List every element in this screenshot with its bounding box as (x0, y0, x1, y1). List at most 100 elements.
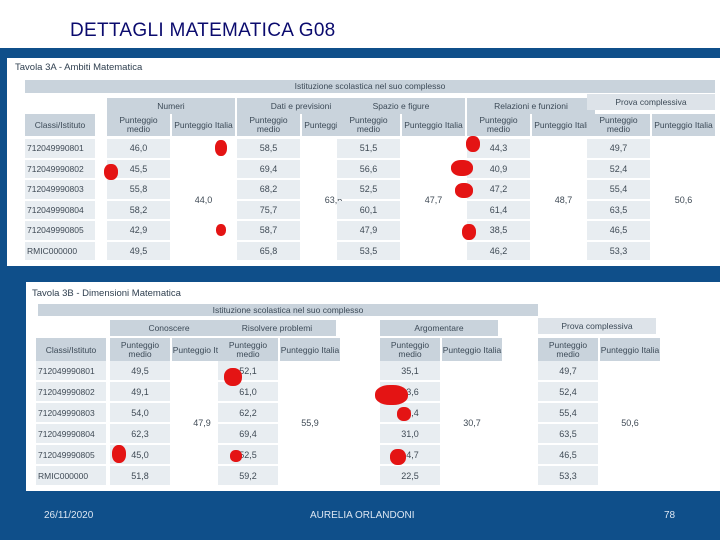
table_b-value-cell: 35,1 (380, 361, 440, 380)
table_b-value-cell: 49,5 (110, 361, 170, 380)
table_a-value-cell: 38,5 (467, 221, 530, 240)
table_a-value-cell: 60,1 (337, 200, 400, 219)
table_b-value-cell: 62,2 (218, 403, 278, 422)
table_a-class-id: 712049990804 (25, 200, 95, 219)
table_a-subheader-classi: Classi/Istituto (25, 114, 95, 136)
table_b-italia-cell: 30,7 (442, 361, 502, 485)
table_a-value-cell: 65,8 (237, 241, 300, 260)
table_a-class-id: 712049990803 (25, 180, 95, 199)
table-a-panel: Tavola 3A - Ambiti Matematica Istituzion… (7, 58, 720, 266)
table_b-value-cell: 54,0 (110, 403, 170, 422)
table_b-subheader-italia: Punteggio Italia (280, 338, 340, 362)
table_a-class-id: RMIC000000 (25, 241, 95, 260)
table_a-value-cell: 46,0 (107, 139, 170, 158)
red-marker (224, 368, 242, 386)
table_a-value-cell: 47,2 (467, 180, 530, 199)
table-b-caption: Tavola 3B - Dimensioni Matematica (32, 288, 181, 299)
table_a-class-id: 712049990802 (25, 159, 95, 178)
table_a-subheader-italia: Punteggio Italia (402, 114, 465, 136)
table_a-value-cell: 49,7 (587, 139, 650, 158)
table_a-class-id: 712049990805 (25, 221, 95, 240)
red-marker (397, 407, 411, 421)
table_a-value-cell: 55,4 (587, 180, 650, 199)
red-marker (375, 385, 408, 405)
table_a-group-header: Relazioni e funzioni (467, 98, 595, 114)
red-marker (112, 445, 126, 463)
table_a-subheader-italia: Punteggio Italia (532, 114, 595, 136)
table_a-group-header: Spazio e figure (337, 98, 465, 114)
table-a-caption: Tavola 3A - Ambiti Matematica (15, 62, 143, 73)
table_a-value-cell: 40,9 (467, 159, 530, 178)
table_b-class-id: 712049990805 (36, 445, 106, 464)
table_b-italia-cell: 50,6 (600, 361, 660, 485)
table_b-subheader-medio: Punteggio medio (218, 338, 278, 362)
red-marker (104, 164, 118, 180)
table_a-value-cell: 63,5 (587, 200, 650, 219)
table_a-group-header: Dati e previsioni (237, 98, 365, 114)
red-marker (466, 136, 480, 152)
table_a-italia-cell: 50,6 (652, 139, 715, 260)
table_a-subheader-medio: Punteggio medio (587, 114, 650, 136)
table_a-value-cell: 42,9 (107, 221, 170, 240)
table_b-italia-cell: 55,9 (280, 361, 340, 485)
table_b-value-cell: 51,8 (110, 466, 170, 485)
table_a-value-cell: 44,3 (467, 139, 530, 158)
table_a-value-cell: 52,5 (337, 180, 400, 199)
table_a-value-cell: 46,5 (587, 221, 650, 240)
red-marker (455, 183, 473, 198)
table_b-group-header: Prova complessiva (538, 318, 656, 334)
table_a-super-header: Istituzione scolastica nel suo complesso (25, 80, 715, 93)
table_b-value-cell: 22,5 (380, 466, 440, 485)
table_a-subheader-italia: Punteggio Italia (652, 114, 715, 136)
table_b-value-cell: 52,5 (218, 445, 278, 464)
table_a-group-header: Prova complessiva (587, 94, 715, 110)
table_b-group-header: Risolvere problemi (218, 320, 336, 336)
table_a-value-cell: 53,3 (587, 241, 650, 260)
table_a-subheader-medio: Punteggio medio (467, 114, 530, 136)
table_b-value-cell: 49,1 (110, 382, 170, 401)
table_a-value-cell: 58,2 (107, 200, 170, 219)
table_a-value-cell: 55,8 (107, 180, 170, 199)
table_b-subheader-medio: Punteggio medio (538, 338, 598, 362)
table_b-value-cell: 53,3 (538, 466, 598, 485)
table_b-subheader-italia: Punteggio Italia (600, 338, 660, 362)
table_a-subheader-medio: Punteggio medio (337, 114, 400, 136)
table_a-value-cell: 52,4 (587, 159, 650, 178)
table_b-super-header: Istituzione scolastica nel suo complesso (38, 304, 538, 316)
table_b-value-cell: 49,7 (538, 361, 598, 380)
table-b-panel: Tavola 3B - Dimensioni Matematica Istitu… (26, 282, 720, 491)
table_a-subheader-medio: Punteggio medio (107, 114, 170, 136)
table_b-group-header: Argomentare (380, 320, 498, 336)
table_a-subheader-italia: Punteggio Italia (172, 114, 235, 136)
table_a-value-cell: 69,4 (237, 159, 300, 178)
table_a-italia-cell: 48,7 (532, 139, 595, 260)
footer-date: 26/11/2020 (44, 510, 94, 521)
table_a-value-cell: 56,6 (337, 159, 400, 178)
table_b-value-cell: 69,4 (218, 424, 278, 443)
red-marker (216, 224, 226, 236)
table_a-italia-cell: 63,6 (302, 139, 365, 260)
table_a-value-cell: 51,5 (337, 139, 400, 158)
table_a-value-cell: 58,5 (237, 139, 300, 158)
slide-title: DETTAGLI MATEMATICA G08 (70, 20, 336, 41)
footer-author: AURELIA ORLANDONI (310, 510, 415, 521)
table_b-value-cell: 46,5 (538, 445, 598, 464)
footer-page-number: 78 (664, 510, 676, 521)
red-marker (462, 224, 476, 240)
table_a-value-cell: 45,5 (107, 159, 170, 178)
table_b-group-header: Conoscere (110, 320, 228, 336)
table_a-value-cell: 53,5 (337, 241, 400, 260)
table_a-italia-cell: 47,7 (402, 139, 465, 260)
table_a-subheader-medio: Punteggio medio (237, 114, 300, 136)
table_b-subheader-medio: Punteggio medio (110, 338, 170, 362)
table_b-value-cell: 31,0 (380, 424, 440, 443)
table_a-value-cell: 68,2 (237, 180, 300, 199)
table_b-value-cell: 62,3 (110, 424, 170, 443)
table_a-value-cell: 75,7 (237, 200, 300, 219)
table_a-group-header: Numeri (107, 98, 235, 114)
table_b-class-id: 712049990803 (36, 403, 106, 422)
table_b-class-id: 712049990802 (36, 382, 106, 401)
table_a-italia-cell: 44,0 (172, 139, 235, 260)
table_a-value-cell: 61,4 (467, 200, 530, 219)
table_b-class-id: RMIC000000 (36, 466, 106, 485)
